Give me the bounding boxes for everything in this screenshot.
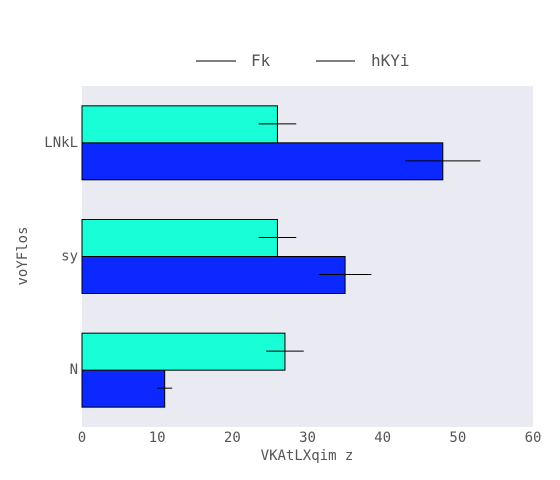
bar-Fk-LNkL <box>81 142 444 181</box>
x-axis-title: VKAtLXqim z <box>261 448 354 464</box>
x-tick-label: 50 <box>449 430 466 446</box>
legend: Fk hKYi <box>196 51 410 70</box>
error-bars-layer <box>157 123 481 389</box>
bar-Fk-sy <box>81 256 346 294</box>
bar-hKYi-N <box>81 332 286 371</box>
y-tick-label: LNkL <box>44 135 78 151</box>
x-tick-label: 0 <box>78 430 86 446</box>
bar-Fk-N <box>81 369 166 408</box>
bars-layer <box>81 105 444 408</box>
y-tick-label: sy <box>61 249 78 265</box>
x-tick-label: 20 <box>224 430 241 446</box>
y-axis-title: voYFlos <box>15 226 31 285</box>
y-tick-label: N <box>70 362 78 378</box>
bar-hKYi-sy <box>81 219 278 257</box>
x-tick-label: 40 <box>374 430 391 446</box>
legend-label-Fk: Fk <box>251 51 271 70</box>
y-axis-ticks: Nsy LNkL <box>44 135 78 378</box>
legend-label-hKYi: hKYi <box>371 51 410 70</box>
x-tick-label: 30 <box>299 430 316 446</box>
bar-hKYi-LNkL <box>81 105 278 144</box>
x-tick-label: 60 <box>525 430 542 446</box>
x-tick-label: 10 <box>149 430 166 446</box>
x-axis-ticks: 0 10 20 30 40 50 60 <box>78 430 542 446</box>
